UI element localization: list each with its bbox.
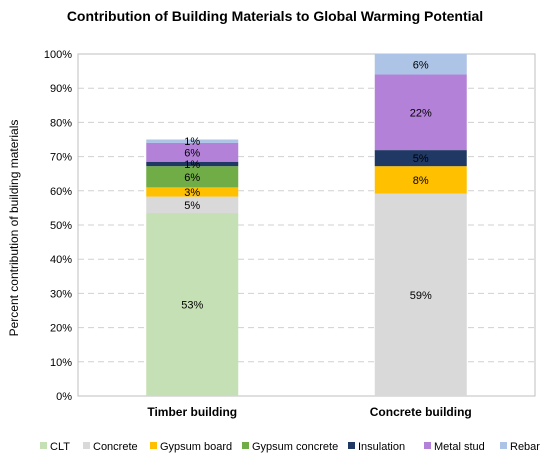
legend-label: Concrete	[93, 441, 138, 453]
data-label: 59%	[410, 290, 432, 302]
bar-segment-gypsum-concrete	[146, 166, 239, 188]
data-label: 6%	[184, 147, 200, 159]
y-tick-label: 60%	[50, 186, 72, 198]
data-label: 6%	[184, 172, 200, 184]
y-tick-label: 10%	[50, 357, 72, 369]
y-tick-label: 90%	[50, 83, 72, 95]
y-tick-label: 40%	[50, 254, 72, 266]
bar-segment-insulation	[374, 150, 467, 167]
bars	[146, 54, 467, 396]
bar-segment-metal-stud	[374, 74, 467, 151]
bar-segment-metal-stud	[146, 142, 239, 162]
legend-label: CLT	[50, 441, 70, 453]
y-tick-label: 80%	[50, 117, 72, 129]
legend-swatch	[83, 442, 90, 449]
data-label: 1%	[184, 136, 200, 148]
data-labels: 53%5%3%6%1%6%1%59%8%5%22%6%	[181, 59, 432, 311]
data-label: 22%	[410, 107, 432, 119]
legend-swatch	[40, 442, 47, 449]
bar-segment-concrete	[146, 196, 239, 214]
data-label: 3%	[184, 187, 200, 199]
legend-label: Insulation	[358, 441, 405, 453]
data-label: 1%	[184, 159, 200, 171]
legend-swatch	[348, 442, 355, 449]
bar-segment-insulation	[146, 161, 239, 167]
legend-swatch	[150, 442, 157, 449]
legend-label: Rebar	[510, 441, 540, 453]
y-tick-label: 70%	[50, 152, 72, 164]
legend-label: Metal stud	[434, 441, 485, 453]
plot-area-border	[77, 53, 536, 397]
data-label: 5%	[413, 153, 429, 165]
y-tick-label: 50%	[50, 220, 72, 232]
data-label: 53%	[181, 300, 203, 312]
chart-title: Contribution of Building Materials to Gl…	[66, 8, 484, 24]
data-label: 6%	[413, 59, 429, 71]
data-label: 8%	[413, 175, 429, 187]
legend-swatch	[242, 442, 249, 449]
y-tick-label: 0%	[56, 391, 72, 403]
x-category-label: Concrete building	[370, 405, 472, 419]
bar-segment-gypsum-board	[146, 187, 239, 197]
bar-segment-concrete	[374, 193, 467, 396]
legend-label: Gypsum board	[160, 441, 232, 453]
data-label: 5%	[184, 200, 200, 212]
legend: CLT Concrete Gypsum board Gypsum concrete In…	[40, 441, 540, 453]
legend-swatch	[424, 442, 431, 449]
bar-segment-gypsum-board	[374, 166, 467, 194]
x-category-label: Timber building	[147, 405, 237, 419]
legend-label: Gypsum concrete	[252, 441, 338, 453]
y-tick-label: 30%	[50, 288, 72, 300]
y-axis-label: Percent contribution of building materia…	[7, 120, 21, 337]
bar-segment-rebar	[374, 54, 467, 75]
axes: 0% 10% 20% 30% 40% 50% 60% 70% 80% 90% 100% Timber …	[44, 49, 536, 419]
y-tick-label: 100%	[44, 49, 72, 61]
y-tick-label: 20%	[50, 323, 72, 335]
bar-segment-clt	[146, 213, 239, 396]
legend-swatch	[500, 442, 507, 449]
bar-segment-rebar	[146, 139, 239, 143]
